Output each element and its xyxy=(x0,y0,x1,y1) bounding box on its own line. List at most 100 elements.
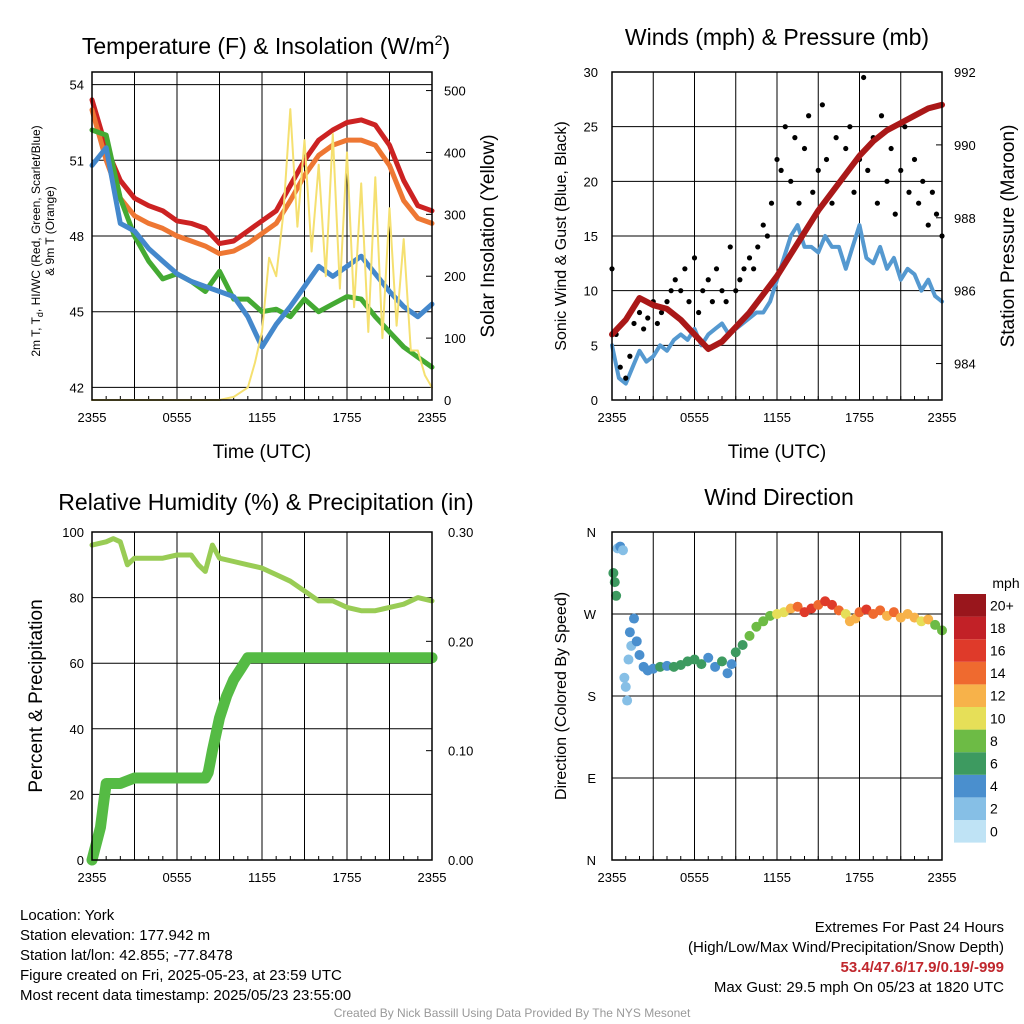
gust-point xyxy=(617,364,623,370)
direction-point xyxy=(726,659,737,670)
gust-point xyxy=(892,211,898,217)
direction-point xyxy=(717,656,727,667)
gust-point xyxy=(874,200,880,206)
y-tick-label: 30 xyxy=(584,65,598,80)
gust-point xyxy=(788,178,794,184)
gust-point xyxy=(636,309,643,316)
gust-point xyxy=(925,222,931,228)
y2-tick-label: 992 xyxy=(954,65,976,80)
gust-point xyxy=(709,299,715,305)
colorbar-swatch xyxy=(954,797,986,820)
gust-point xyxy=(920,178,926,184)
y-tick-label: 42 xyxy=(70,380,84,395)
direction-point xyxy=(751,621,762,632)
plot-frame xyxy=(91,531,433,861)
extremes-subtitle: (High/Low/Max Wind/Precipitation/Snow De… xyxy=(688,939,1004,956)
gust-point xyxy=(751,266,757,272)
x-tick-label: 1155 xyxy=(763,410,791,425)
direction-point xyxy=(696,659,707,670)
colorbar-label: 0 xyxy=(990,823,998,839)
gust-point xyxy=(664,299,670,305)
gust-point xyxy=(847,124,853,130)
y2-tick-label: 200 xyxy=(444,269,466,284)
colorbar-swatch xyxy=(954,774,986,798)
gust-point xyxy=(902,124,908,130)
gust-point xyxy=(678,288,684,294)
extremes-title: Extremes For Past 24 Hours xyxy=(814,919,1004,936)
gust-point xyxy=(723,299,729,305)
y-tick-label: E xyxy=(587,771,596,786)
x-tick-label: 1155 xyxy=(248,410,276,425)
gust-point xyxy=(768,200,775,206)
gust-point xyxy=(865,167,871,173)
colorbar-swatch xyxy=(954,684,986,707)
direction-point xyxy=(629,613,639,624)
gust-point xyxy=(929,189,935,195)
colorbar-label: 16 xyxy=(990,643,1006,659)
gust-point xyxy=(815,167,821,173)
speed-colorbar: 0 2 4 6 8 10 12 14 16 18 20+ mph xyxy=(954,575,1020,843)
gust-point xyxy=(700,288,706,294)
y-tick-label: 20 xyxy=(584,174,598,189)
gust-point xyxy=(843,145,849,152)
gust-point xyxy=(801,145,808,152)
direction-point xyxy=(730,647,741,658)
x-tick-label: 0555 xyxy=(163,410,192,425)
credit-line: Created By Nick Bassill Using Data Provi… xyxy=(333,1006,691,1020)
direction-point xyxy=(827,599,837,610)
gust-point xyxy=(774,156,780,163)
direction-point xyxy=(619,672,630,683)
gust-point xyxy=(713,266,720,272)
direction-point xyxy=(744,630,755,641)
x-tick-label: 1755 xyxy=(845,410,874,425)
gust-point xyxy=(888,145,894,152)
gust-point xyxy=(691,255,698,261)
gust-point xyxy=(719,288,725,294)
colorbar-label: 12 xyxy=(990,688,1006,704)
y-tick-label: 54 xyxy=(70,78,84,93)
y2-tick-label: 300 xyxy=(444,207,466,222)
x-tick-label: 0555 xyxy=(163,870,192,885)
gust-point xyxy=(641,326,647,332)
extremes-values: 53.4/47.6/17.9/0.19/-999 xyxy=(840,959,1004,976)
y2-tick-label: 400 xyxy=(444,145,466,160)
direction-point xyxy=(888,607,899,618)
y-tick-label: 20 xyxy=(70,787,84,802)
station-info: Location: York Station elevation: 177.94… xyxy=(20,906,351,1006)
colorbar-swatch xyxy=(954,661,986,685)
direction-point xyxy=(618,545,628,556)
y2-tick-label: 0.30 xyxy=(448,525,473,540)
y2-tick-label: 0.00 xyxy=(448,853,473,868)
y-tick-label: 48 xyxy=(70,229,84,244)
y2-tick-label: 986 xyxy=(954,284,976,299)
series-line-temp9m xyxy=(89,107,435,257)
gust-point xyxy=(916,200,922,206)
x-tick-label: 0555 xyxy=(680,410,709,425)
direction-point xyxy=(611,590,622,601)
y-tick-label: 45 xyxy=(70,305,84,320)
y2-tick-label: 500 xyxy=(444,84,466,99)
gust-point xyxy=(727,244,733,250)
gust-point xyxy=(878,113,885,119)
gust-point xyxy=(819,102,825,108)
gust-point xyxy=(906,189,912,195)
y2-axis-label: Station Pressure (Maroon) xyxy=(998,125,1019,348)
gust-point xyxy=(627,353,633,359)
colorbar-swatch xyxy=(954,594,986,617)
gust-point xyxy=(668,288,674,294)
gust-point xyxy=(764,233,770,239)
y-axis-label-line2: & 9m T (Orange) xyxy=(43,186,57,276)
gust-point xyxy=(823,156,830,163)
extremes-info: Extremes For Past 24 Hours (High/Low/Max… xyxy=(688,918,1004,998)
gust-point xyxy=(796,200,802,206)
series-line-windchill xyxy=(89,145,435,350)
gust-point xyxy=(658,309,665,316)
y-tick-label: 25 xyxy=(584,120,598,135)
direction-point xyxy=(703,652,714,663)
y2-tick-label: 990 xyxy=(954,138,976,153)
gust-point xyxy=(755,244,761,250)
direction-point xyxy=(620,681,631,692)
direction-point xyxy=(622,695,633,706)
x-tick-label: 2355 xyxy=(418,870,447,885)
